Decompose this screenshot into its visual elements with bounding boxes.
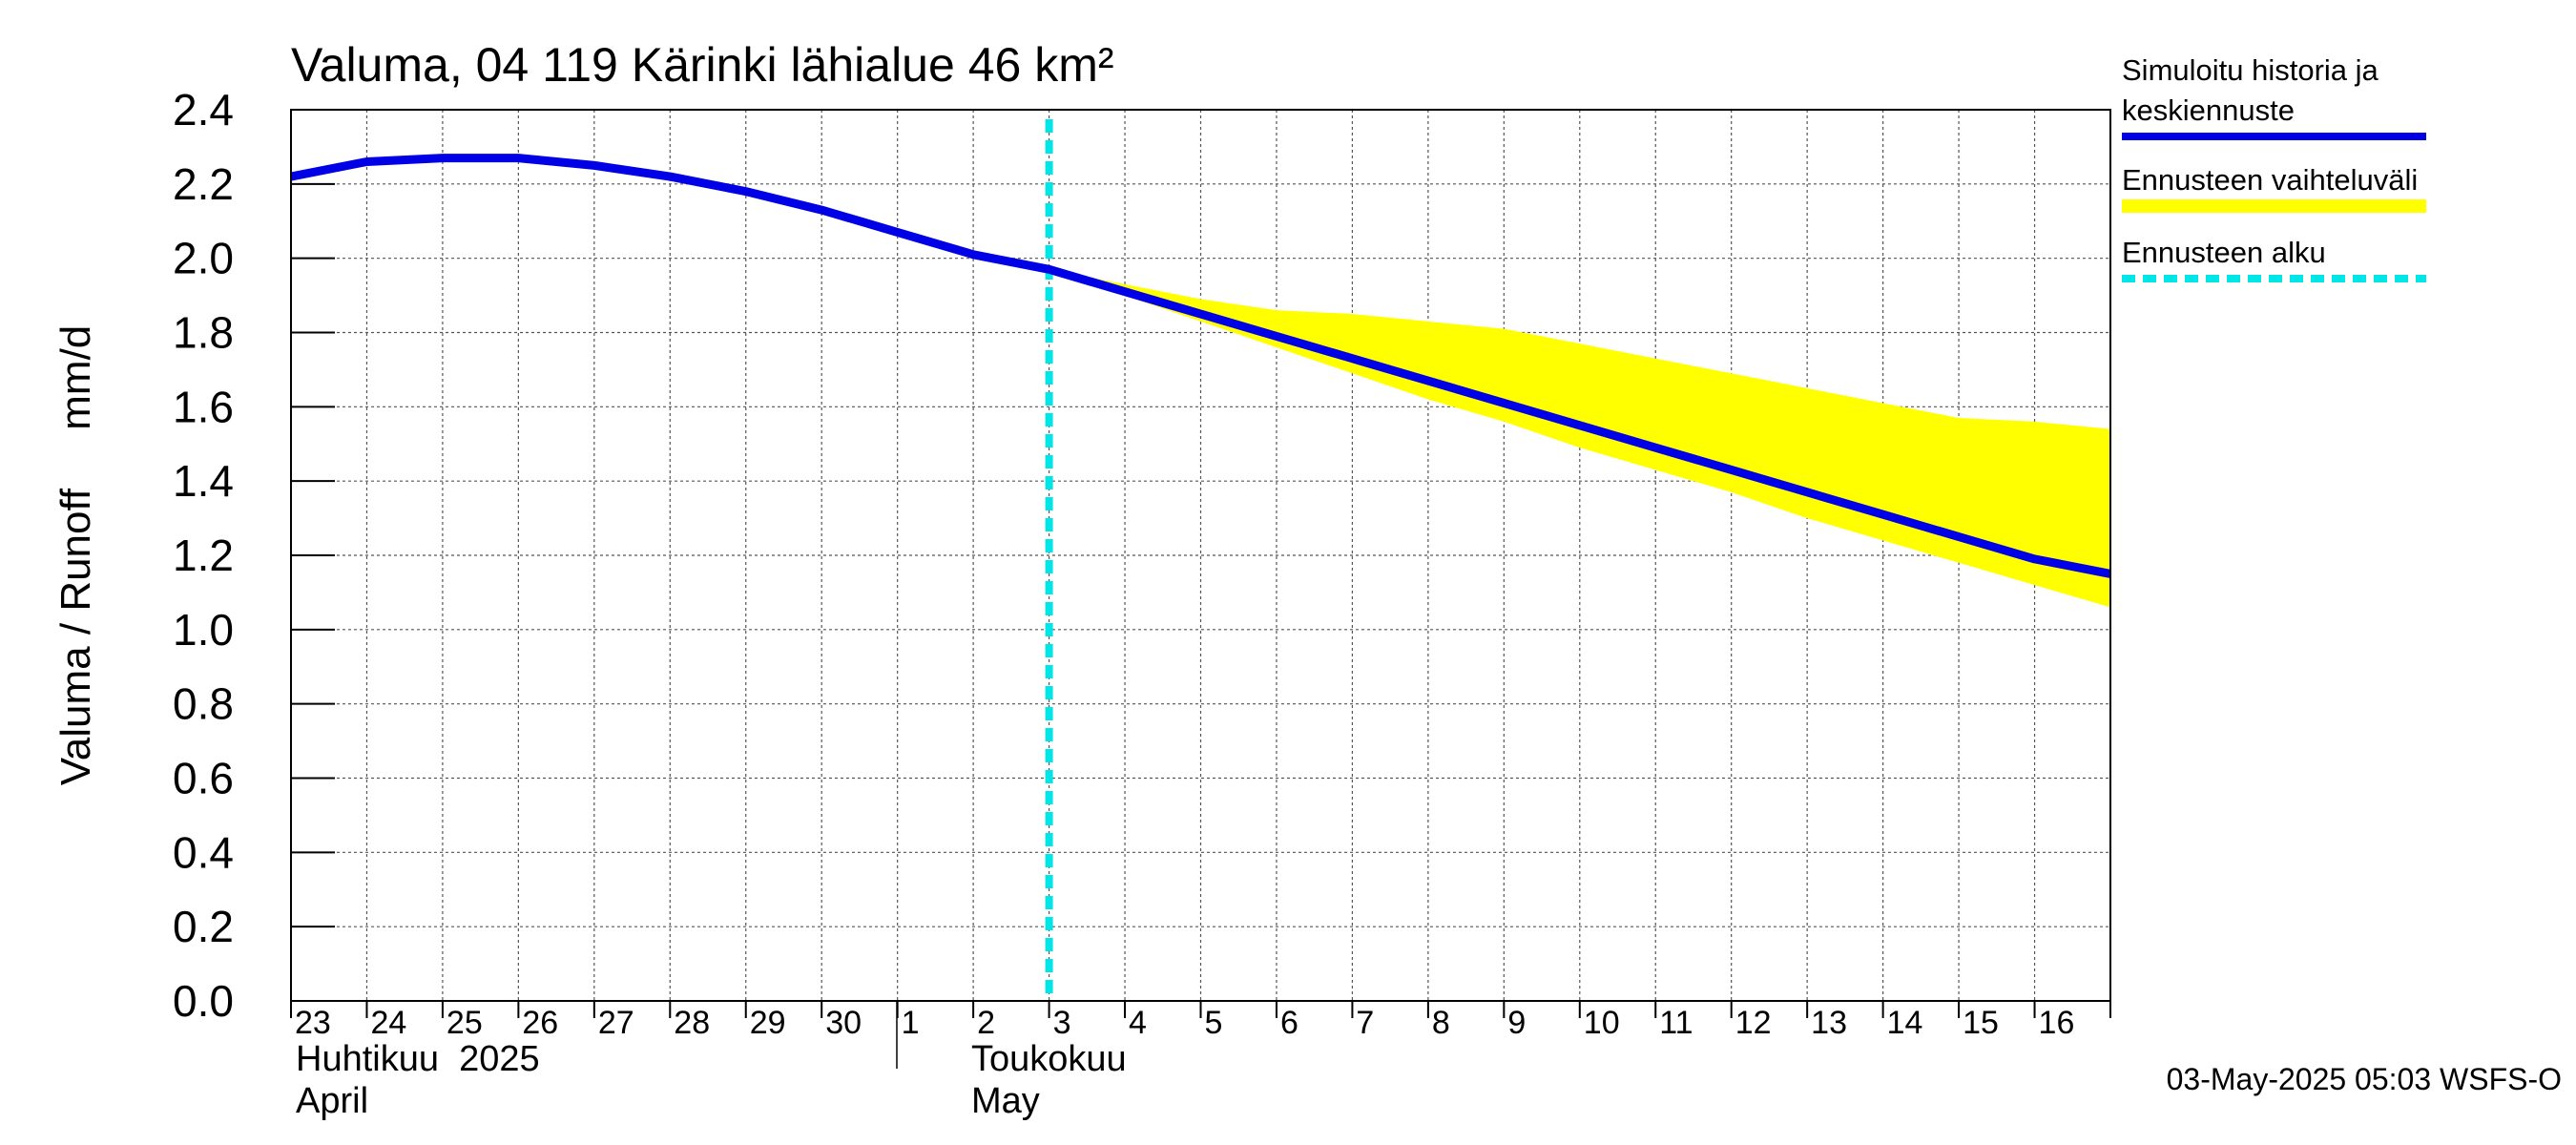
x-tick-label: 12	[1735, 1005, 1772, 1041]
legend-label-series-line1: Simuloitu historia ja	[2122, 53, 2379, 87]
chart-title: Valuma, 04 119 Kärinki lähialue 46 km²	[291, 38, 1114, 92]
legend: Simuloitu historia ja keskiennuste Ennus…	[2122, 53, 2426, 282]
y-tick-label: 1.8	[173, 308, 234, 358]
y-tick-label: 1.2	[173, 531, 234, 580]
x-tick-label: 23	[295, 1005, 331, 1041]
y-tick-label: 1.0	[173, 605, 234, 655]
x-tick-label: 8	[1432, 1005, 1450, 1041]
footer-timestamp: 03-May-2025 05:03 WSFS-O	[2167, 1062, 2562, 1096]
x-tick-label: 3	[1053, 1005, 1071, 1041]
legend-label-band: Ennusteen vaihteluväli	[2122, 163, 2418, 197]
y-tick-label: 0.6	[173, 754, 234, 803]
x-tick-label: 1	[902, 1005, 920, 1041]
y-tick-label: 1.6	[173, 382, 234, 431]
x-tick-label: 9	[1507, 1005, 1526, 1041]
month-labels: Huhtikuu 2025 April Toukokuu May	[296, 1001, 1127, 1121]
x-tick-label: 29	[750, 1005, 786, 1041]
x-tick-label: 6	[1280, 1005, 1298, 1041]
y-tick-label: 2.0	[173, 234, 234, 283]
y-tick-label: 0.2	[173, 902, 234, 951]
legend-label-forecast-start: Ennusteen alku	[2122, 236, 2326, 269]
x-tick-label: 7	[1356, 1005, 1374, 1041]
x-tick-label: 30	[825, 1005, 862, 1041]
x-tick-label: 2	[977, 1005, 995, 1041]
y-tick-label: 2.2	[173, 159, 234, 209]
y-tick-label: 0.8	[173, 679, 234, 729]
x-tick-label: 25	[447, 1005, 483, 1041]
y-tick-label: 0.0	[173, 976, 234, 1026]
x-tick-label: 10	[1584, 1005, 1620, 1041]
x-tick-label: 5	[1205, 1005, 1223, 1041]
x-tick-label: 11	[1659, 1005, 1693, 1041]
y-axis: 0.0 0.2 0.4 0.6 0.8 1.0 1.2 1.4 1.6 1.8 2.0 2.2 2.4	[173, 85, 335, 1026]
month-label-april-fi: Huhtikuu 2025	[296, 1039, 540, 1079]
y-axis-label: Valuma / Runoff mm/d	[52, 325, 99, 786]
x-tick-label: 15	[1963, 1005, 1999, 1041]
x-tick-label: 4	[1129, 1005, 1147, 1041]
y-tick-label: 1.4	[173, 456, 234, 506]
y-tick-label: 2.4	[173, 85, 234, 135]
x-tick-label: 13	[1811, 1005, 1847, 1041]
y-tick-label: 0.4	[173, 827, 234, 877]
x-tick-label: 16	[2039, 1005, 2075, 1041]
month-label-april-en: April	[296, 1081, 368, 1121]
x-tick-label: 24	[370, 1005, 406, 1041]
legend-label-series-line2: keskiennuste	[2122, 94, 2295, 127]
plot-background	[291, 110, 2110, 1001]
x-tick-label: 27	[598, 1005, 634, 1041]
plot-area	[290, 109, 2111, 1002]
x-tick-label: 28	[674, 1005, 710, 1041]
x-tick-label: 14	[1887, 1005, 1923, 1041]
x-tick-label: 26	[522, 1005, 558, 1041]
runoff-series-line	[290, 154, 2111, 578]
forecast-range-band	[1049, 269, 2110, 608]
x-axis: 23 24 25 26 27 28 29 30 1 2 3 4 5 6 7 8 9 10 11 12 13 14 15 16	[290, 1001, 2111, 1041]
month-label-may-en: May	[971, 1081, 1040, 1121]
month-label-may-fi: Toukokuu	[971, 1039, 1127, 1079]
